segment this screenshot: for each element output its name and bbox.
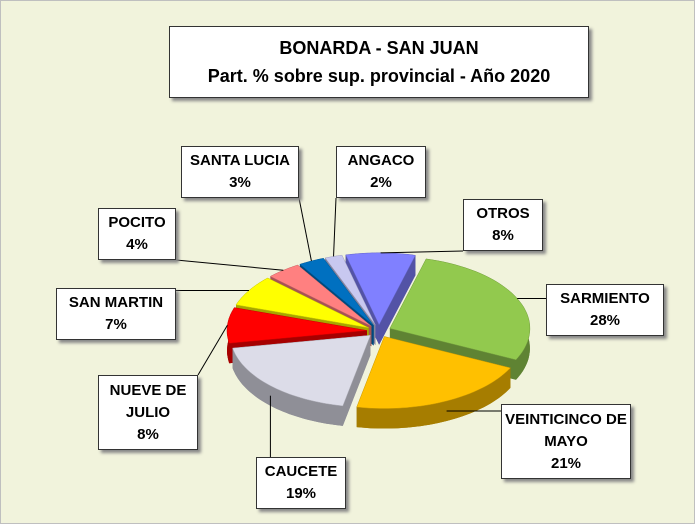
data-label-box: NUEVE DE JULIO 8% (98, 375, 198, 450)
slice-side (356, 367, 511, 429)
data-label-box: POCITO 4% (98, 208, 176, 260)
category-label: OTROS (476, 205, 530, 222)
category-label: POCITO (108, 214, 166, 231)
slice (232, 335, 371, 407)
leader-line (380, 250, 464, 254)
category-label: NUEVE DE JULIO (109, 381, 187, 421)
value-label: 2% (370, 174, 392, 191)
leader-line (333, 197, 337, 257)
title-box: BONARDA - SAN JUAN Part. % sobre sup. pr… (169, 26, 589, 98)
category-label: ANGACO (347, 152, 415, 169)
slice-group (232, 335, 371, 426)
data-label-box: CAUCETE 19% (256, 457, 346, 509)
slice (235, 277, 369, 329)
slice (356, 336, 511, 409)
value-label: 19% (285, 485, 317, 502)
slice-wall (342, 335, 371, 426)
category-label: SANTA LUCIA (190, 152, 290, 169)
slice-side (232, 348, 343, 426)
data-label-box: VEINTICINCO DE MAYO 21% (501, 404, 631, 479)
value-label: 8% (492, 227, 514, 244)
data-label-box: SAN MARTIN 7% (56, 288, 176, 340)
value-label: 8% (137, 425, 159, 443)
slice-group (356, 336, 511, 429)
leader-line (197, 325, 228, 376)
category-label: SARMIENTO (560, 290, 650, 307)
data-label-box: ANGACO 2% (336, 146, 426, 198)
value-label: 3% (229, 174, 251, 191)
slice-wall (379, 255, 416, 345)
data-label-box: OTROS 8% (463, 199, 543, 251)
value-label: 7% (105, 316, 127, 333)
leader-line (298, 197, 312, 262)
slice (389, 258, 531, 361)
category-label: CAUCETE (264, 463, 338, 480)
category-label: SAN MARTIN (68, 294, 164, 311)
leader-line (175, 259, 284, 271)
data-label-box: SARMIENTO 28% (546, 284, 664, 336)
chart-title: BONARDA - SAN JUAN (279, 38, 479, 58)
value-label: 4% (126, 236, 148, 253)
chart-subtitle: Part. % sobre sup. provincial - Año 2020 (207, 66, 551, 86)
category-label: VEINTICINCO DE MAYO (505, 410, 627, 450)
value-label: 21% (550, 454, 582, 472)
slice (299, 258, 374, 326)
data-label-box: SANTA LUCIA 3% (181, 146, 299, 198)
value-label: 28% (589, 312, 621, 329)
